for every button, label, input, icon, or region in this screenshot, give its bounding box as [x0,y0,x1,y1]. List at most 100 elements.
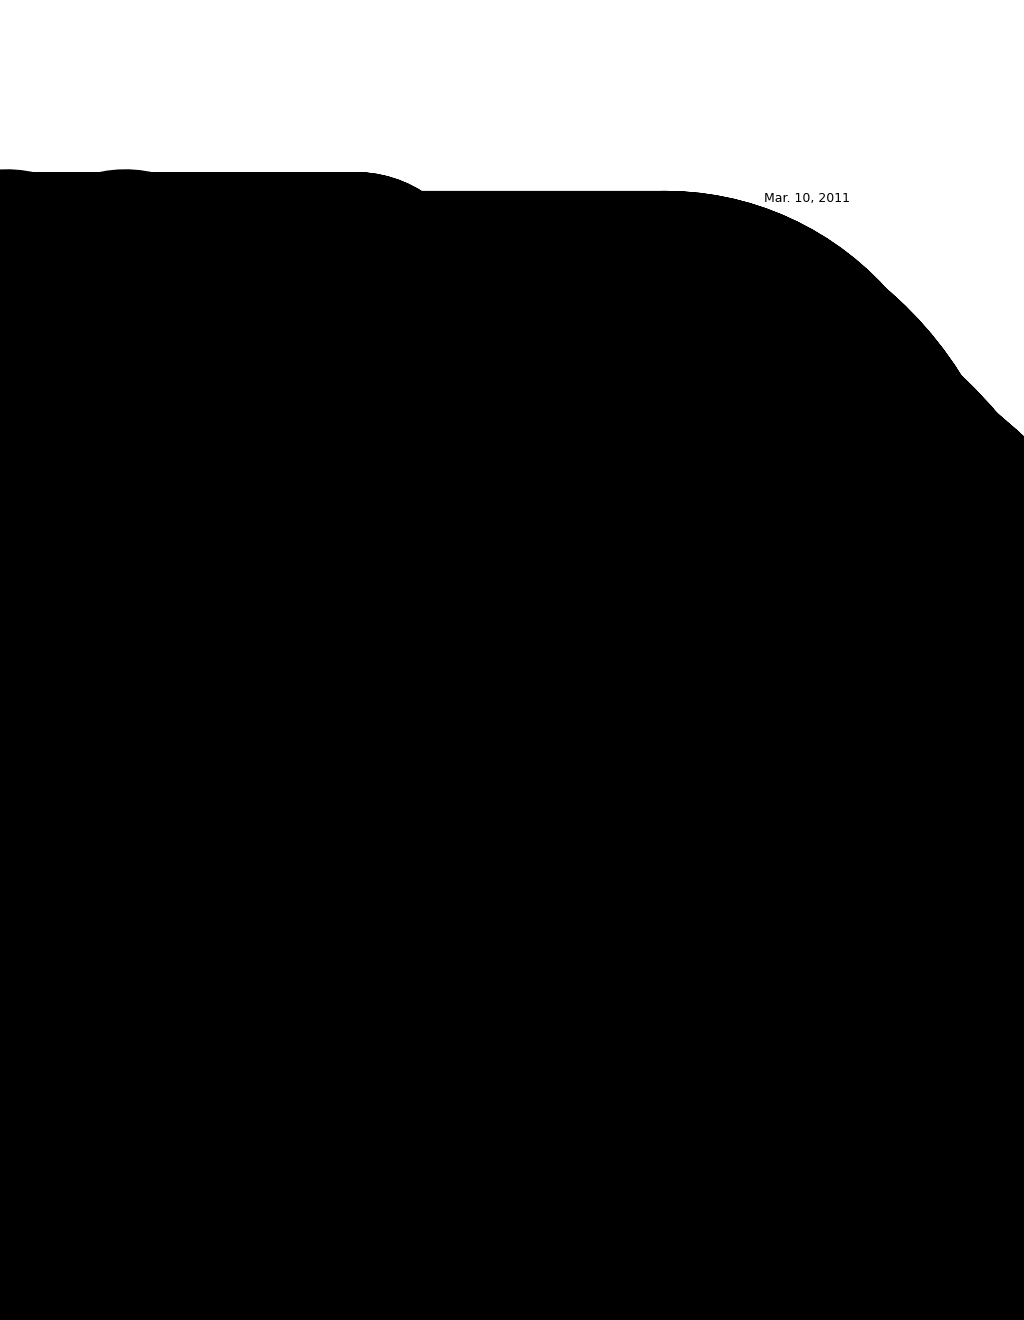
Text: CF₃: CF₃ [634,407,651,417]
Text: O: O [366,473,374,483]
Text: Step 4: Step 4 [328,512,357,521]
Text: 2M Na₂CO₃,: 2M Na₂CO₃, [339,888,390,896]
Text: CF₃: CF₃ [634,338,651,347]
Text: H₂SO₄: H₂SO₄ [349,376,376,385]
Text: US 2011/0059945 A1: US 2011/0059945 A1 [198,191,331,205]
Text: R(X): R(X) [239,972,261,982]
Text: Br: Br [584,362,596,371]
Text: Step 1: Step 1 [249,302,279,310]
Text: Scheme 7: Scheme 7 [428,242,495,255]
Text: O—t-Bu: O—t-Bu [777,977,817,987]
Text: Br: Br [167,458,178,467]
Text: N: N [511,644,520,657]
Text: O—t-Bu: O—t-Bu [257,878,297,887]
Text: Br: Br [584,292,596,302]
Text: Scheme 8: Scheme 8 [428,714,495,727]
Text: B(OH)₂: B(OH)₂ [390,454,423,463]
Text: N: N [221,483,229,496]
Text: N: N [624,317,633,330]
Text: Step 2: Step 2 [590,788,620,797]
Text: heat 100° C., 24 h: heat 100° C., 24 h [323,895,406,904]
Text: 2,6-lutidine: 2,6-lutidine [355,288,408,297]
Text: B(OH)₂: B(OH)₂ [542,841,575,851]
Text: THF: THF [255,288,272,297]
Text: HO: HO [400,748,417,758]
Text: O—t-Bu: O—t-Bu [783,772,823,781]
Text: Step 3: Step 3 [349,907,379,915]
Text: O: O [520,862,529,873]
Text: Ot—Bu: Ot—Bu [510,565,546,576]
Text: (CF₂SO₂)₂O: (CF₂SO₂)₂O [581,764,629,772]
Text: Step 4: Step 4 [538,991,567,999]
Text: O: O [772,785,780,796]
Text: N: N [228,879,238,892]
Text: Pd(PPh₃)₄: Pd(PPh₃)₄ [322,475,364,484]
Text: CF₃: CF₃ [297,391,314,401]
Text: N: N [462,774,470,787]
Text: O: O [765,991,773,1001]
Text: N: N [366,979,375,993]
Text: pyridine,: pyridine, [585,772,625,781]
Text: Step 1: Step 1 [290,788,319,796]
Text: O: O [699,994,708,1003]
Text: LiAlH₄, H₂SO₄: LiAlH₄, H₂SO₄ [234,280,293,289]
Text: Step 5: Step 5 [682,499,712,508]
Text: O: O [245,891,253,902]
Text: O: O [218,504,226,515]
Text: Pd(PPh₃)₄: Pd(PPh₃)₄ [343,870,385,879]
Text: CF₃: CF₃ [237,513,254,523]
Text: O—t-Bu: O—t-Bu [393,977,433,987]
Text: +: + [710,315,725,333]
Text: R(X): R(X) [623,972,645,982]
Text: R(X): R(X) [449,842,471,853]
Text: Toluene/Ethanol: Toluene/Ethanol [329,879,400,888]
Text: OH: OH [542,643,558,652]
Text: Mar. 10, 2011: Mar. 10, 2011 [764,191,850,205]
Text: (CHO)ₙ, AcOH: (CHO)ₙ, AcOH [333,368,393,378]
Text: Br: Br [171,302,182,313]
Text: O: O [496,579,505,590]
Text: 18: 18 [513,210,537,227]
Text: HBr: HBr [212,804,230,813]
Text: TFA: TFA [545,973,560,981]
Text: NH: NH [269,391,285,401]
Text: O: O [544,496,552,506]
Text: NH: NH [238,777,253,788]
Text: Br: Br [194,391,206,401]
Text: CH₂═CHCOOtBu: CH₂═CHCOOtBu [662,473,732,482]
Text: CN: CN [234,302,250,313]
Text: O: O [281,384,289,395]
Text: Step 3: Step 3 [348,391,378,399]
Text: 90° C., Microwave: 90° C., Microwave [656,490,737,499]
Text: O: O [625,413,633,422]
Text: Step 2: Step 2 [367,302,396,310]
Text: O: O [528,657,537,667]
Text: 90° C., Microwave: 90° C., Microwave [264,779,346,787]
Text: DIEA: DIEA [686,480,708,490]
Text: O: O [423,582,431,593]
Text: N: N [756,774,765,787]
Text: (CF₃CO)₂O: (CF₃CO)₂O [358,280,404,289]
Text: O: O [625,343,633,354]
Text: CH₂═CHCOOtBu: CH₂═CHCOOtBu [269,760,340,770]
Text: NH: NH [590,487,606,498]
Text: TfO: TfO [692,748,711,758]
Text: N: N [750,979,758,993]
Text: NH₂: NH₂ [351,302,371,313]
Text: Step 6: Step 6 [659,579,689,587]
Text: Br: Br [287,302,299,313]
Text: CH₂Cl₂: CH₂Cl₂ [659,568,689,577]
Text: 2M Na₂CO₃,: 2M Na₂CO₃, [316,492,369,502]
Text: O—t-Bu: O—t-Bu [490,772,530,781]
Text: heat 100° C., 24 h: heat 100° C., 24 h [301,500,384,510]
Text: O: O [479,785,487,796]
Text: O: O [462,659,470,669]
Text: Toluene/Ethanol: Toluene/Ethanol [306,484,379,494]
Text: 0° C.: 0° C. [594,780,615,789]
Text: DIEA: DIEA [294,770,315,777]
Text: TfO: TfO [166,853,183,863]
Text: CH₂Cl₂: CH₂Cl₂ [539,981,567,989]
Text: N: N [472,568,481,581]
Text: TFA: TFA [667,561,682,569]
Text: N: N [624,387,633,400]
